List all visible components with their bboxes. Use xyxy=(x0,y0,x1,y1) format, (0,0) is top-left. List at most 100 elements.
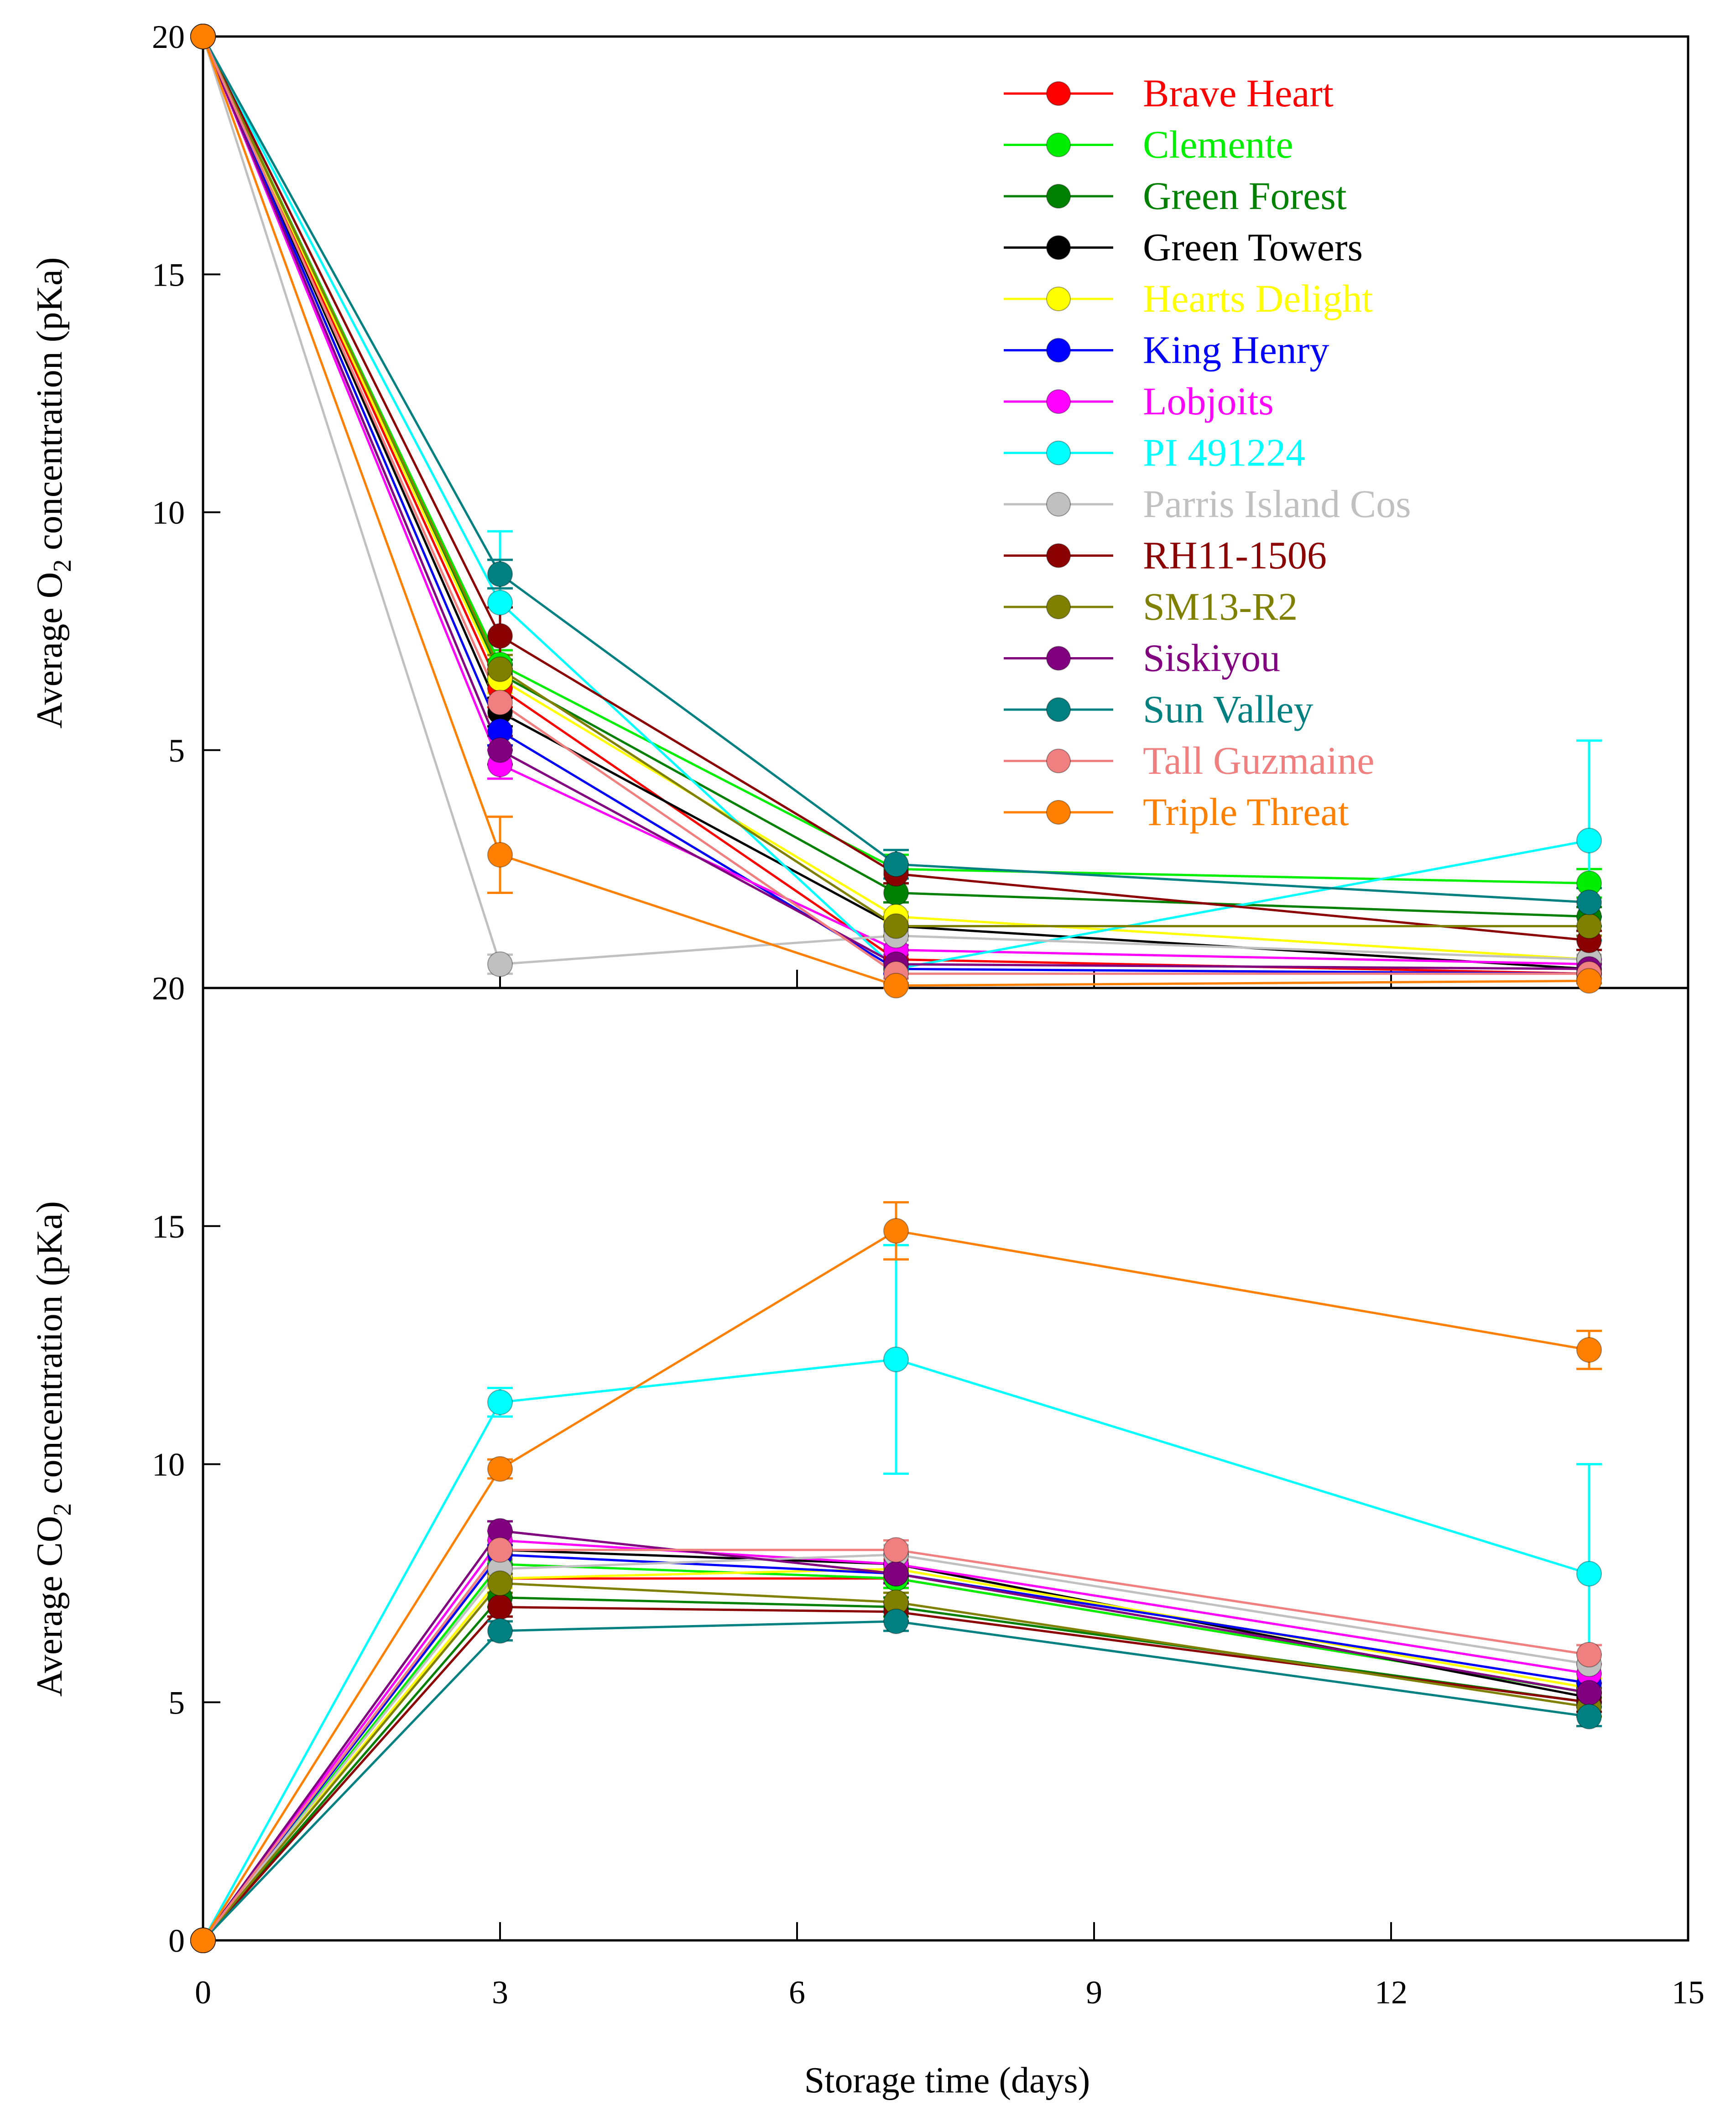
x-tick-label: 12 xyxy=(1375,1974,1408,2011)
co2-data-point-sun-valley xyxy=(1576,1704,1602,1730)
o2-series-line-triple-threat xyxy=(202,36,1590,987)
o2-y-tick-label: 10 xyxy=(152,495,185,531)
o2-y-axis-title: Average O2 concentration (pKa) xyxy=(30,257,77,729)
o2-y-axis-title-pre: Average O xyxy=(30,572,70,729)
co2-series-line-triple-threat xyxy=(202,1229,1590,1941)
x-axis-title: Storage time (days) xyxy=(804,2060,1090,2101)
co2-y-tick-label: 0 xyxy=(168,1923,185,1959)
legend-marker xyxy=(1046,287,1071,311)
co2-series-line-pi-491224 xyxy=(202,1358,1590,1941)
o2-y-tick-label: 20 xyxy=(152,970,185,1007)
o2-data-point-sun-valley xyxy=(487,561,513,587)
o2-y-tick-label: 20 xyxy=(152,19,185,55)
o2-series-line-siskiyou xyxy=(202,36,1590,970)
co2-series-line-rh11-1506 xyxy=(202,1606,1590,1941)
legend-marker xyxy=(1046,81,1071,106)
legend-marker xyxy=(1046,595,1071,619)
legend-marker xyxy=(1046,697,1071,722)
legend-label: King Henry xyxy=(1143,328,1329,372)
co2-series-line-siskiyou xyxy=(202,1529,1590,1941)
x-tick-label: 9 xyxy=(1086,1974,1102,2011)
co2-data-point-triple-threat xyxy=(487,1456,513,1482)
co2-data-point-tall-guzmaine xyxy=(487,1537,513,1563)
co2-data-point-tall-guzmaine xyxy=(883,1537,909,1563)
co2-data-point-siskiyou xyxy=(883,1561,909,1587)
legend-marker xyxy=(1046,184,1071,209)
legend-label: Hearts Delight xyxy=(1143,277,1373,320)
legend-marker xyxy=(1046,492,1071,517)
co2-y-tick-label: 5 xyxy=(168,1684,185,1721)
o2-data-point-sm13-r2 xyxy=(883,913,909,939)
o2-data-point-sun-valley xyxy=(1576,889,1602,915)
co2-data-point-siskiyou xyxy=(1576,1680,1602,1706)
legend-marker xyxy=(1046,389,1071,414)
o2-y-axis-title-post: concentration (pKa) xyxy=(30,257,70,559)
o2-series-line-sm13-r2 xyxy=(202,36,1589,927)
legend: Brave Heart Clemente Green Forest Green … xyxy=(1004,71,1411,834)
legend-marker xyxy=(1046,646,1071,671)
o2-data-point-tall-guzmaine xyxy=(487,690,513,716)
o2-y-axis-title-sub: 2 xyxy=(48,559,77,572)
legend-marker xyxy=(1046,338,1071,363)
o2-series-line-pi-491224 xyxy=(202,36,1590,970)
o2-y-tick-label: 15 xyxy=(152,256,185,293)
co2-data-point-triple-threat xyxy=(883,1218,909,1244)
co2-series-line-sm13-r2 xyxy=(202,1582,1590,1941)
o2-data-point-sm13-r2 xyxy=(487,656,513,682)
co2-series-line-king-henry xyxy=(202,1553,1590,1941)
co2-data-point-pi-491224 xyxy=(487,1389,513,1415)
legend-marker xyxy=(1046,748,1071,774)
legend-label: SM13-R2 xyxy=(1143,585,1298,628)
co2-series-line-parris-island-cos xyxy=(202,1553,1590,1941)
legend-marker xyxy=(1046,235,1071,260)
legend-label: Clemente xyxy=(1143,123,1293,167)
co2-y-axis-title-post: concentration (pKa) xyxy=(30,1201,70,1503)
co2-data-point-pi-491224 xyxy=(883,1346,909,1372)
co2-series-line-sun-valley xyxy=(202,1620,1590,1941)
legend-label: Lobjoits xyxy=(1143,379,1274,423)
x-tick-label: 15 xyxy=(1672,1974,1705,2011)
legend-marker xyxy=(1046,800,1071,825)
co2-data-point-triple-threat xyxy=(1576,1337,1602,1363)
o2-y-tick-label: 5 xyxy=(168,732,185,769)
o2-data-point-pi-491224 xyxy=(1576,827,1602,853)
legend-marker xyxy=(1046,132,1071,157)
co2-y-axis-title-sub: 2 xyxy=(48,1503,77,1516)
co2-y-tick-label: 15 xyxy=(152,1208,185,1245)
legend-label: Green Forest xyxy=(1143,174,1347,218)
co2-y-axis-title: Average CO2 concentration (pKa) xyxy=(30,1201,77,1697)
o2-series-line-parris-island-cos xyxy=(202,36,1590,966)
x-tick-label: 6 xyxy=(789,1974,805,2011)
o2-series-line-king-henry xyxy=(202,36,1590,975)
co2-series-group xyxy=(190,1201,1602,1953)
o2-data-point-parris-island-cos xyxy=(487,951,513,977)
legend-label: RH11-1506 xyxy=(1143,533,1327,577)
x-tick-label: 3 xyxy=(492,1974,508,2011)
co2-series-line-clemente xyxy=(202,1563,1590,1941)
o2-data-point-siskiyou xyxy=(487,737,513,763)
co2-series-line-tall-guzmaine xyxy=(202,1548,1590,1941)
legend-label: Siskiyou xyxy=(1143,636,1280,680)
o2-series-line-rh11-1506 xyxy=(202,36,1590,942)
co2-data-point-triple-threat xyxy=(190,1928,216,1953)
o2-data-point-sm13-r2 xyxy=(1576,913,1602,939)
o2-data-point-triple-threat xyxy=(883,972,909,998)
co2-data-point-sm13-r2 xyxy=(487,1570,513,1596)
co2-data-point-pi-491224 xyxy=(1576,1561,1602,1587)
legend-marker xyxy=(1046,440,1071,465)
o2-series-line-sun-valley xyxy=(202,36,1590,904)
legend-marker xyxy=(1046,543,1071,568)
o2-data-point-sun-valley xyxy=(883,851,909,877)
o2-data-point-triple-threat xyxy=(487,842,513,868)
co2-data-point-tall-guzmaine xyxy=(1576,1641,1602,1667)
legend-label: Sun Valley xyxy=(1143,687,1313,731)
legend-label: PI 491224 xyxy=(1143,431,1305,475)
legend-label: Brave Heart xyxy=(1143,71,1334,115)
legend-label: Tall Guzmaine xyxy=(1143,739,1374,783)
legend-label: Triple Threat xyxy=(1143,790,1349,834)
o2-series-line-tall-guzmaine xyxy=(202,36,1589,975)
legend-label: Parris Island Cos xyxy=(1143,482,1411,526)
o2-data-point-triple-threat xyxy=(190,24,216,49)
